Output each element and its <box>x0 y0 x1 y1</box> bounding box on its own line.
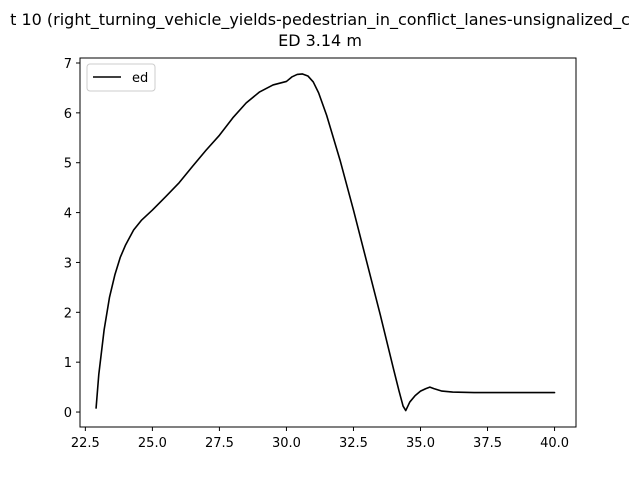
x-tick-label: 27.5 <box>205 436 234 451</box>
y-tick-label: 3 <box>64 256 72 271</box>
x-tick-label: 32.5 <box>339 436 368 451</box>
y-tick-label: 5 <box>64 157 72 172</box>
chart-title-line2: ED 3.14 m <box>278 31 362 50</box>
x-tick-label: 25.0 <box>138 436 167 451</box>
x-tick-label: 30.0 <box>272 436 301 451</box>
y-tick-label: 6 <box>64 107 72 122</box>
x-tick-label: 35.0 <box>406 436 435 451</box>
series-line-ed <box>95 73 556 412</box>
chart-title-line1: t 10 (right_turning_vehicle_yields-pedes… <box>10 10 630 30</box>
axes-frame <box>79 57 577 428</box>
y-tick-label: 7 <box>64 57 72 72</box>
x-tick-label: 37.5 <box>473 436 502 451</box>
x-tick-label: 22.5 <box>71 436 100 451</box>
y-tick-label: 4 <box>64 207 72 222</box>
legend-label-ed: ed <box>132 71 148 86</box>
plot-area: 22.5 25.0 27.5 30.0 32.5 35.0 37.5 40.0 0 1 2 3 4 5 6 7 <box>64 57 577 451</box>
y-tick-label: 0 <box>64 406 72 421</box>
y-tick-label: 1 <box>64 356 72 371</box>
y-tick-label: 2 <box>64 306 72 321</box>
legend: ed <box>86 63 156 92</box>
x-tick-label: 40.0 <box>540 436 569 451</box>
